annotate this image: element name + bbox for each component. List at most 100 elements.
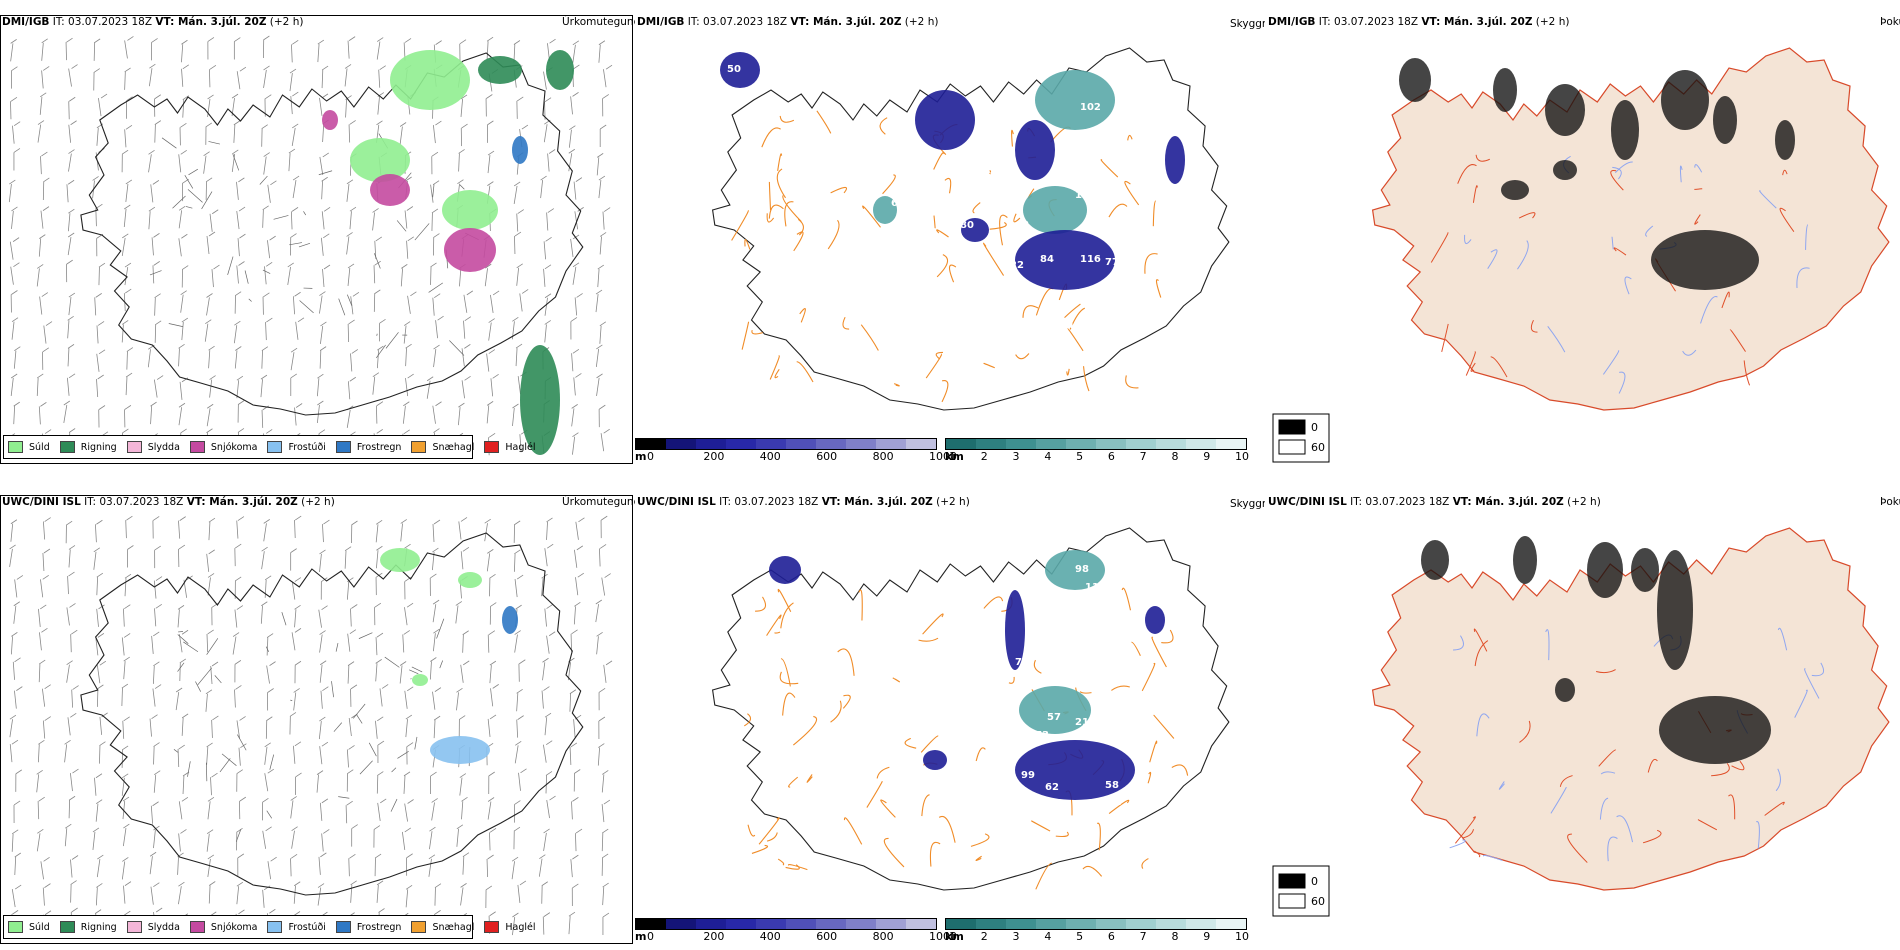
colorbar-segment	[1126, 439, 1156, 449]
road	[788, 776, 799, 788]
wind-barb	[211, 264, 220, 288]
low-visibility-area	[873, 196, 897, 224]
wind-barb	[460, 660, 470, 683]
wind-barb	[543, 740, 553, 763]
wind-barb	[432, 547, 439, 571]
wind-barb	[402, 630, 410, 653]
panel-title: Þokuábendi	[1880, 16, 1900, 28]
road	[436, 618, 445, 639]
wind-barb	[204, 319, 212, 342]
road	[1782, 169, 1788, 176]
wind-barb	[596, 631, 603, 655]
wind-barb	[350, 684, 358, 707]
road	[784, 201, 794, 227]
wind-barb	[601, 770, 609, 793]
wind-barb	[600, 428, 610, 452]
road	[338, 298, 346, 316]
road	[303, 211, 307, 216]
legend-item: Snæhagl	[411, 441, 474, 453]
wind-barb	[181, 39, 188, 63]
road	[827, 219, 840, 250]
road	[787, 864, 808, 871]
wind-barb	[237, 233, 246, 257]
legend-swatch	[267, 921, 283, 933]
wind-barb	[265, 716, 273, 739]
wind-barb	[572, 262, 580, 285]
model-name: UWC/DINI ISL	[2, 496, 81, 508]
wind-barb	[486, 349, 496, 372]
fog-area	[1657, 550, 1693, 670]
wind-barb	[70, 629, 78, 653]
road	[1519, 720, 1531, 743]
wind-barb	[150, 882, 160, 905]
legend-item: Frostúði	[267, 441, 326, 453]
wind-barb	[68, 149, 75, 172]
fog-legend-swatch	[1278, 419, 1306, 435]
road	[777, 588, 792, 613]
road	[796, 361, 814, 383]
wind-barb	[570, 92, 579, 115]
wind-barb	[178, 233, 188, 257]
legend-swatch	[267, 441, 283, 453]
wind-barb	[267, 180, 277, 203]
wind-barb	[95, 203, 103, 227]
road	[1082, 366, 1090, 392]
road	[975, 855, 982, 861]
wind-barb	[260, 601, 268, 624]
wind-barb	[206, 829, 214, 852]
wind-barb	[459, 773, 467, 796]
road	[1775, 768, 1781, 792]
colorbar-segment	[726, 439, 756, 449]
colorbar-segment	[1036, 439, 1066, 449]
road	[777, 153, 783, 172]
wind-barb	[68, 120, 77, 143]
wind-barb	[375, 572, 383, 596]
wind-barb	[456, 824, 464, 847]
wind-barb	[540, 175, 547, 199]
wind-barb	[462, 852, 470, 875]
wind-barb	[14, 575, 24, 598]
road	[1517, 240, 1529, 270]
wind-barb	[261, 405, 269, 428]
visibility-label: 104	[953, 767, 974, 778]
wind-barb	[11, 829, 19, 852]
road	[201, 191, 213, 210]
wind-barb	[487, 150, 495, 174]
legend-item: Frostregn	[335, 921, 401, 933]
road	[259, 175, 268, 185]
colorbar-tick: 800	[872, 450, 894, 463]
road	[989, 170, 992, 175]
wind-barb	[320, 321, 327, 344]
wind-barb	[571, 348, 580, 372]
road	[374, 253, 381, 269]
wind-barb	[8, 179, 16, 203]
road	[358, 632, 373, 639]
wind-barb	[430, 262, 437, 285]
road	[893, 383, 900, 387]
wind-barb	[350, 349, 359, 372]
wind-barb	[13, 601, 20, 624]
wind-barb	[39, 628, 48, 651]
wind-barb	[123, 604, 131, 627]
wind-barb	[71, 685, 79, 708]
wind-barb	[400, 519, 407, 542]
wind-barb	[571, 797, 579, 820]
wind-barb	[602, 882, 609, 906]
road	[1455, 816, 1476, 844]
wind-barb	[460, 883, 467, 906]
precip-area	[444, 228, 496, 272]
visibility-label: 143	[1115, 100, 1136, 111]
road	[183, 641, 199, 653]
wind-barb	[347, 36, 356, 59]
wind-barb	[67, 712, 77, 736]
wind-barb	[598, 687, 606, 711]
wind-barb	[127, 545, 134, 568]
road	[1612, 166, 1622, 180]
colorbar-m	[635, 438, 937, 450]
road	[1463, 829, 1474, 839]
visibility-label: 60	[957, 170, 971, 181]
road	[221, 753, 237, 766]
wind-barb	[544, 543, 554, 567]
wind-barb	[121, 320, 129, 343]
wind-barb	[403, 771, 411, 794]
